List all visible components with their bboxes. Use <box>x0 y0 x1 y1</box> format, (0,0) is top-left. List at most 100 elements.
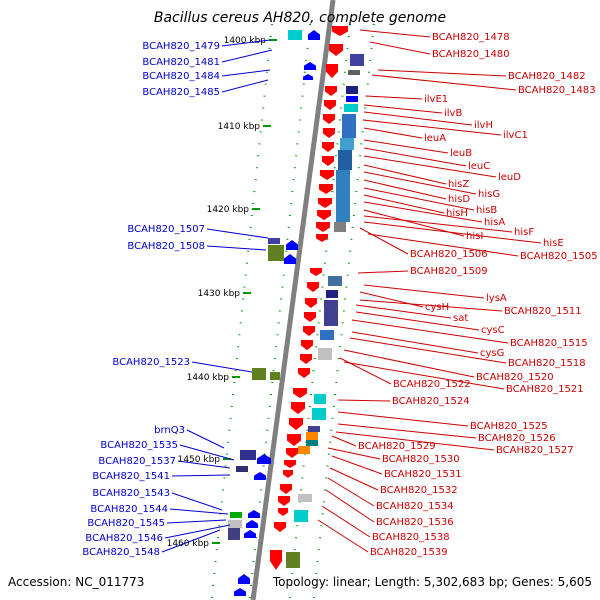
gene-feature-box <box>240 450 256 460</box>
forward-gene-label: BCAH820_1544 <box>90 504 168 515</box>
reverse-leader-line <box>335 431 495 451</box>
gene-feature-box <box>320 330 334 340</box>
gene-feature-box <box>268 245 284 261</box>
reverse-gene-label: hisZ <box>448 179 469 190</box>
forward-leader-line <box>221 39 271 47</box>
reverse-leader-line <box>365 95 423 100</box>
gene-feature-box <box>268 238 280 244</box>
reverse-gene-arrow <box>284 460 296 468</box>
reverse-gene-label: BCAH820_1526 <box>478 433 556 444</box>
reverse-gene-label: BCAH820_1530 <box>382 454 460 465</box>
reverse-leader-line <box>357 270 409 274</box>
reverse-gene-label: hisH <box>446 208 468 219</box>
reverse-gene-arrow <box>293 388 307 398</box>
scale-label: 1460 kbp <box>167 539 210 549</box>
forward-gene-label: BCAH820_1508 <box>127 241 205 252</box>
forward-leader-line <box>169 508 229 515</box>
reverse-leader-line <box>363 284 485 299</box>
scale-label: 1450 kbp <box>178 455 221 465</box>
reverse-leader-line <box>337 399 391 402</box>
reverse-leader-line <box>363 164 447 185</box>
gene-feature-box <box>326 290 338 298</box>
gene-feature-box <box>252 368 266 380</box>
reverse-gene-arrow <box>287 434 301 446</box>
reverse-gene-label: lysA <box>486 293 507 304</box>
reverse-leader-line <box>355 304 452 319</box>
reverse-gene-label: BCAH820_1506 <box>410 249 488 260</box>
reverse-gene-label: BCAH820_1529 <box>358 441 436 452</box>
reverse-leader-line <box>351 331 479 354</box>
reverse-gene-arrow <box>320 170 334 180</box>
reverse-leader-line <box>363 201 483 223</box>
gene-feature-box <box>312 408 326 420</box>
reverse-gene-label: BCAH820_1536 <box>376 517 454 528</box>
reverse-gene-arrow <box>332 26 348 36</box>
reverse-gene-label: BCAH820_1482 <box>508 71 586 82</box>
gene-feature-box <box>342 114 356 138</box>
reverse-leader-line <box>349 337 507 364</box>
gene-feature-box <box>350 54 364 66</box>
reverse-leader-line <box>343 361 505 390</box>
forward-leader-line <box>161 529 221 553</box>
reverse-gene-label: BCAH820_1509 <box>410 266 488 277</box>
reverse-leader-line <box>363 171 477 195</box>
reverse-leader-line <box>337 423 477 439</box>
reverse-leader-line <box>317 519 369 553</box>
reverse-gene-arrow <box>274 522 286 532</box>
forward-leader-line <box>166 519 227 524</box>
reverse-leader-line <box>343 349 475 378</box>
reverse-gene-label: BCAH820_1520 <box>476 372 554 383</box>
reverse-gene-label: BCAH820_1521 <box>506 384 584 395</box>
reverse-leader-line <box>321 505 371 538</box>
reverse-leader-line <box>363 187 475 211</box>
reverse-gene-arrow <box>307 282 319 292</box>
reverse-leader-line <box>363 215 513 233</box>
reverse-gene-label: BCAH820_1480 <box>432 49 510 60</box>
reverse-leader-line <box>363 127 423 139</box>
reverse-gene-label: cysG <box>480 348 504 359</box>
forward-leader-line <box>191 361 253 373</box>
reverse-leader-line <box>363 179 447 200</box>
map-title: Bacillus cereus AH820, complete genome <box>154 10 446 26</box>
forward-gene-arrow <box>244 530 256 538</box>
forward-gene-label: BCAH820_1485 <box>142 87 220 98</box>
reverse-gene-arrow <box>303 326 315 336</box>
forward-gene-label: BCAH820_1545 <box>87 518 165 529</box>
track-guide <box>248 23 311 600</box>
reverse-gene-label: BCAH820_1518 <box>508 358 586 369</box>
reverse-gene-label: ilvE1 <box>424 94 448 105</box>
forward-gene-arrow <box>246 520 258 528</box>
track-guide <box>288 23 351 600</box>
gene-feature-box <box>308 426 320 432</box>
gene-feature-box <box>306 432 318 440</box>
scale-label: 1410 kbp <box>218 122 261 132</box>
reverse-gene-arrow <box>291 402 305 414</box>
reverse-leader-line <box>337 411 469 427</box>
forward-gene-label: BCAH820_1507 <box>127 224 205 235</box>
reverse-gene-arrow <box>298 368 310 378</box>
reverse-gene-arrow <box>329 44 343 56</box>
reverse-gene-arrow <box>278 508 288 516</box>
reverse-leader-line <box>363 155 497 178</box>
reverse-leader-line <box>369 41 431 55</box>
reverse-gene-label: cysC <box>481 325 505 336</box>
forward-gene-arrow <box>234 588 246 596</box>
gene-feature-box <box>324 300 338 326</box>
reverse-leader-line <box>359 291 424 308</box>
reverse-gene-label: hisD <box>448 194 470 205</box>
reverse-gene-arrow <box>304 312 316 322</box>
gene-feature-box <box>336 170 350 222</box>
gene-labels: BCAH820_1479 BCAH820_1481 BCAH820_1484 BCAH… <box>82 32 597 558</box>
reverse-gene-label: BCAH820_1527 <box>496 445 574 456</box>
gene-feature-box <box>228 520 242 528</box>
reverse-gene-label: cysH <box>425 302 449 313</box>
reverse-gene-arrow <box>323 128 335 138</box>
forward-leader-line <box>177 460 231 469</box>
reverse-gene-label: BCAH820_1522 <box>393 379 471 390</box>
gene-feature-box <box>230 512 242 518</box>
reverse-gene-label: ilvH <box>474 120 493 131</box>
gene-feature-box <box>348 70 360 75</box>
reverse-leader-line <box>329 467 379 491</box>
forward-leader-line <box>171 492 223 511</box>
